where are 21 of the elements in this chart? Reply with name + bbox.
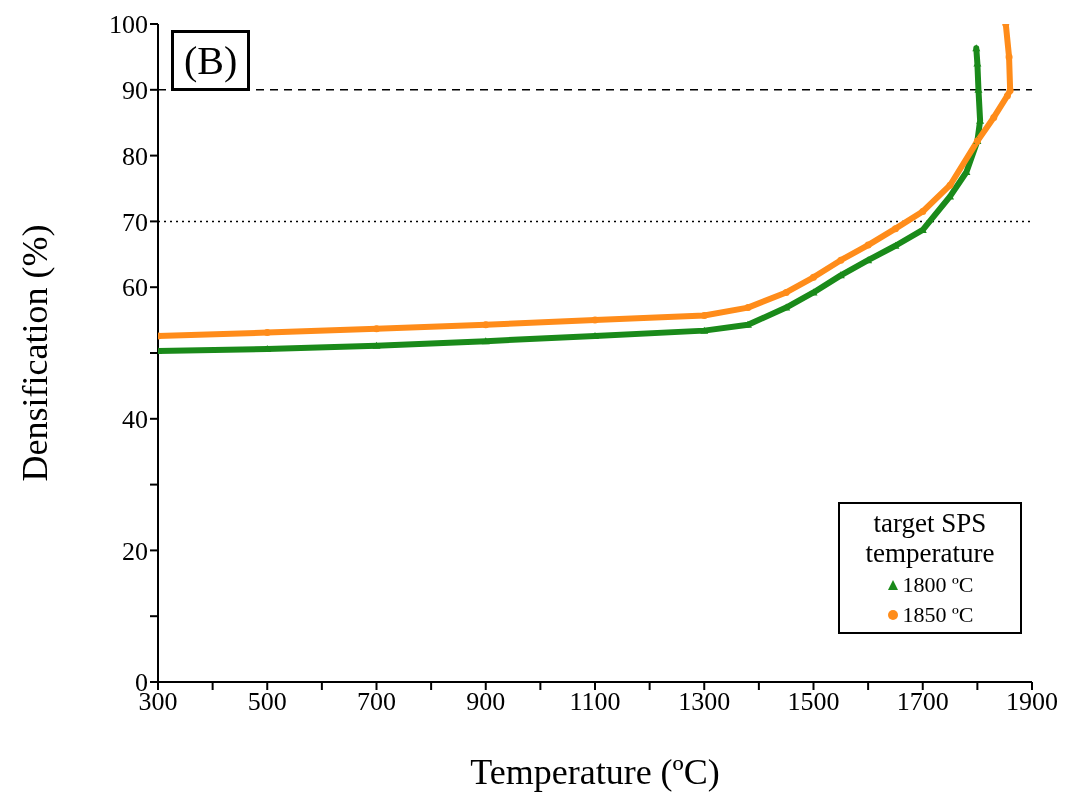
legend-label: 1800 ºC [901, 572, 975, 598]
x-tick-label: 500 [247, 687, 287, 717]
x-tick-label: 700 [357, 687, 396, 717]
x-tick-label: 1700 [896, 687, 949, 717]
y-tick-label: 100 [109, 10, 148, 40]
y-axis-title: Densification (%) [14, 224, 55, 482]
legend-title: target SPS temperature [864, 508, 996, 568]
x-tick-label: 1500 [787, 687, 840, 717]
x-tick-label: 1900 [1006, 687, 1058, 717]
x-axis-title: Temperature (ºC) [470, 752, 720, 792]
x-tick-label: 1300 [678, 687, 731, 717]
y-tick-label: 20 [122, 536, 148, 566]
x-tick-label: 900 [466, 687, 506, 717]
annotation: (B) [171, 30, 251, 91]
y-tick-label: 60 [122, 273, 148, 303]
y-tick-label: 90 [122, 76, 148, 106]
x-tick-label: 1100 [569, 687, 621, 717]
legend-label: 1850 ºC [901, 602, 975, 628]
y-tick-label: 80 [122, 141, 148, 171]
y-tick-label: 40 [122, 405, 148, 435]
y-tick-label: 70 [122, 207, 148, 237]
